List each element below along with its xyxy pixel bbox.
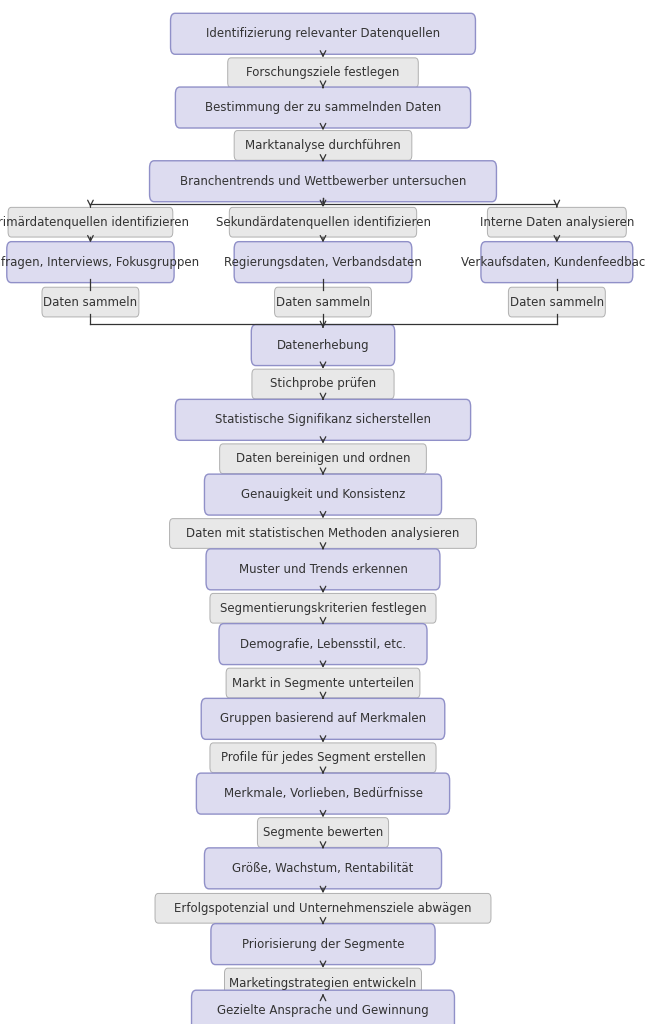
Text: Sekundärdatenquellen identifizieren: Sekundärdatenquellen identifizieren [216, 216, 430, 228]
FancyBboxPatch shape [227, 57, 419, 88]
FancyBboxPatch shape [275, 288, 371, 317]
Text: Gruppen basierend auf Merkmalen: Gruppen basierend auf Merkmalen [220, 713, 426, 725]
Text: Regierungsdaten, Verbandsdaten: Regierungsdaten, Verbandsdaten [224, 256, 422, 268]
FancyBboxPatch shape [210, 594, 436, 623]
FancyBboxPatch shape [225, 969, 421, 997]
FancyBboxPatch shape [176, 87, 471, 128]
FancyBboxPatch shape [8, 207, 173, 238]
Text: Interne Daten analysieren: Interne Daten analysieren [480, 216, 634, 228]
Text: Daten mit statistischen Methoden analysieren: Daten mit statistischen Methoden analysi… [186, 527, 460, 540]
Text: Segmente bewerten: Segmente bewerten [263, 826, 383, 839]
Text: Segmentierungskriterien festlegen: Segmentierungskriterien festlegen [220, 602, 426, 614]
Text: Umfragen, Interviews, Fokusgruppen: Umfragen, Interviews, Fokusgruppen [0, 256, 200, 268]
FancyBboxPatch shape [191, 990, 455, 1024]
FancyBboxPatch shape [252, 370, 394, 399]
FancyBboxPatch shape [149, 161, 496, 202]
FancyBboxPatch shape [219, 624, 427, 665]
Text: Profile für jedes Segment erstellen: Profile für jedes Segment erstellen [220, 752, 426, 764]
Text: Datenerhebung: Datenerhebung [276, 339, 370, 351]
Text: Marketingstrategien entwickeln: Marketingstrategien entwickeln [229, 977, 417, 989]
Text: Demografie, Lebensstil, etc.: Demografie, Lebensstil, etc. [240, 638, 406, 650]
FancyBboxPatch shape [42, 288, 139, 317]
FancyBboxPatch shape [176, 399, 471, 440]
FancyBboxPatch shape [171, 13, 475, 54]
Text: Branchentrends und Wettbewerber untersuchen: Branchentrends und Wettbewerber untersuc… [180, 175, 466, 187]
Text: Identifizierung relevanter Datenquellen: Identifizierung relevanter Datenquellen [206, 28, 440, 40]
Text: Stichprobe prüfen: Stichprobe prüfen [270, 378, 376, 390]
FancyBboxPatch shape [508, 288, 605, 317]
Text: Gezielte Ansprache und Gewinnung: Gezielte Ansprache und Gewinnung [217, 1005, 429, 1017]
FancyBboxPatch shape [258, 817, 389, 848]
FancyBboxPatch shape [234, 131, 412, 161]
Text: Primärdatenquellen identifizieren: Primärdatenquellen identifizieren [0, 216, 189, 228]
FancyBboxPatch shape [211, 924, 435, 965]
FancyBboxPatch shape [488, 207, 626, 238]
Text: Markt in Segmente unterteilen: Markt in Segmente unterteilen [232, 677, 414, 689]
FancyBboxPatch shape [229, 207, 417, 238]
Text: Priorisierung der Segmente: Priorisierung der Segmente [242, 938, 404, 950]
FancyBboxPatch shape [220, 444, 426, 473]
Text: Marktanalyse durchführen: Marktanalyse durchführen [245, 139, 401, 152]
Text: Muster und Trends erkennen: Muster und Trends erkennen [238, 563, 408, 575]
FancyBboxPatch shape [202, 698, 445, 739]
Text: Größe, Wachstum, Rentabilität: Größe, Wachstum, Rentabilität [233, 862, 413, 874]
Text: Merkmale, Vorlieben, Bedürfnisse: Merkmale, Vorlieben, Bedürfnisse [224, 787, 422, 800]
Text: Daten sammeln: Daten sammeln [510, 296, 604, 308]
Text: Forschungsziele festlegen: Forschungsziele festlegen [246, 67, 400, 79]
Text: Genauigkeit und Konsistenz: Genauigkeit und Konsistenz [241, 488, 405, 501]
Text: Statistische Signifikanz sicherstellen: Statistische Signifikanz sicherstellen [215, 414, 431, 426]
FancyBboxPatch shape [226, 668, 420, 698]
FancyBboxPatch shape [170, 519, 477, 549]
FancyBboxPatch shape [204, 474, 442, 515]
FancyBboxPatch shape [251, 325, 395, 366]
FancyBboxPatch shape [204, 848, 442, 889]
FancyBboxPatch shape [196, 773, 450, 814]
Text: Bestimmung der zu sammelnden Daten: Bestimmung der zu sammelnden Daten [205, 101, 441, 114]
FancyBboxPatch shape [234, 242, 412, 283]
FancyBboxPatch shape [7, 242, 174, 283]
Text: Daten sammeln: Daten sammeln [43, 296, 138, 308]
Text: Verkaufsdaten, Kundenfeedback: Verkaufsdaten, Kundenfeedback [461, 256, 646, 268]
Text: Erfolgspotenzial und Unternehmensziele abwägen: Erfolgspotenzial und Unternehmensziele a… [174, 902, 472, 914]
FancyBboxPatch shape [210, 743, 436, 772]
FancyBboxPatch shape [481, 242, 632, 283]
Text: Daten bereinigen und ordnen: Daten bereinigen und ordnen [236, 453, 410, 465]
Text: Daten sammeln: Daten sammeln [276, 296, 370, 308]
FancyBboxPatch shape [155, 893, 491, 924]
FancyBboxPatch shape [206, 549, 440, 590]
